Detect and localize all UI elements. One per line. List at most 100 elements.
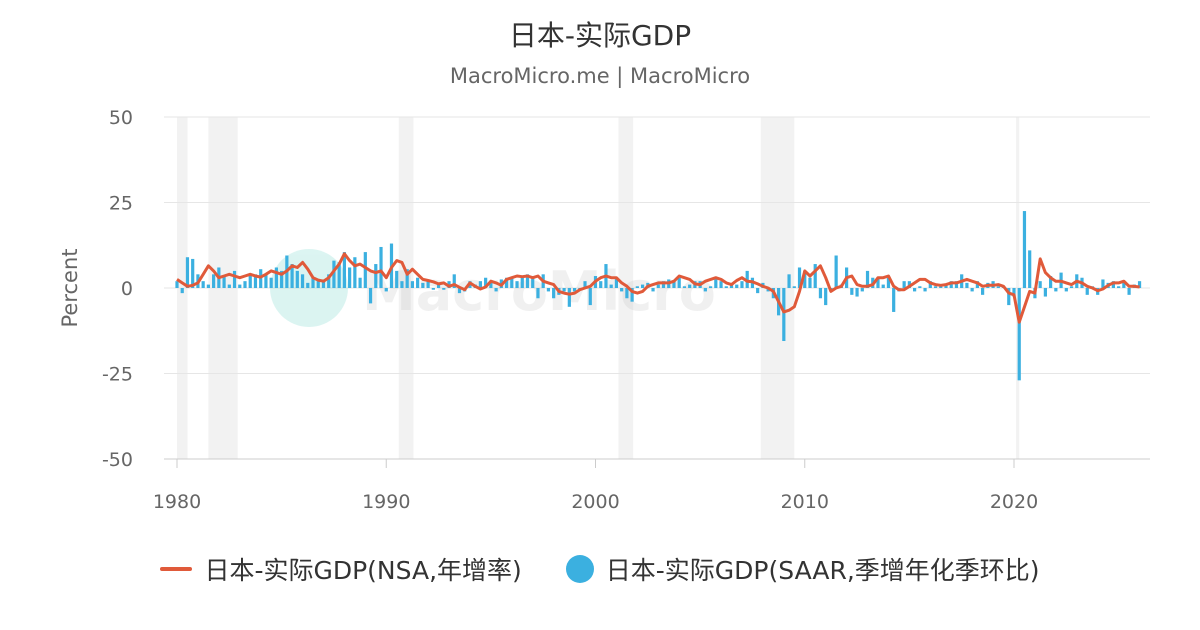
- bar: [824, 288, 828, 306]
- y-tick-label: 25: [109, 193, 133, 215]
- legend-item-saar[interactable]: 日本-实际GDP(SAAR,季增年化季环比): [565, 551, 1040, 587]
- bar: [1022, 211, 1027, 288]
- bar: [1017, 288, 1021, 381]
- bar: [353, 257, 357, 288]
- bar: [206, 284, 210, 288]
- bar: [525, 274, 530, 288]
- bar: [306, 282, 310, 288]
- bar: [1028, 250, 1032, 288]
- bar: [672, 281, 676, 288]
- legend: 日本-实际GDP(NSA,年增率) 日本-实际GDP(SAAR,季增年化季环比): [0, 551, 1200, 587]
- bar: [546, 288, 551, 292]
- bar: [714, 277, 718, 288]
- bar: [379, 246, 383, 288]
- bar: [949, 281, 953, 288]
- bar: [797, 267, 802, 288]
- bar: [536, 288, 540, 299]
- bar: [1101, 279, 1105, 288]
- bar: [212, 274, 216, 288]
- bar: [1012, 288, 1016, 297]
- bar: [274, 267, 278, 288]
- bar: [520, 277, 524, 288]
- bar: [682, 286, 687, 288]
- bar: [253, 274, 258, 288]
- x-tick-label: 1980: [153, 491, 201, 513]
- bar: [996, 286, 1000, 288]
- bar: [970, 288, 974, 292]
- bar: [426, 279, 430, 288]
- bar: [620, 288, 624, 292]
- bar: [1049, 276, 1053, 288]
- legend-dot-swatch-icon: [565, 555, 594, 583]
- bar: [363, 252, 367, 288]
- bar: [515, 281, 519, 288]
- bar: [572, 288, 577, 292]
- bar: [191, 258, 195, 288]
- bar: [248, 274, 252, 288]
- bar: [321, 279, 326, 288]
- bar: [892, 288, 896, 312]
- bar: [311, 277, 315, 288]
- bar: [918, 286, 922, 288]
- bar: [787, 274, 791, 288]
- chart-subtitle: MacroMicro.me | MacroMicro: [449, 64, 751, 88]
- bar: [180, 288, 184, 294]
- bar: [965, 282, 969, 288]
- bar: [1127, 288, 1131, 295]
- bar: [954, 281, 959, 288]
- x-tick-label: 1990: [362, 491, 410, 513]
- bar: [855, 288, 859, 297]
- bar: [222, 276, 226, 288]
- bar: [442, 288, 446, 290]
- bar: [552, 288, 556, 299]
- bar: [876, 277, 880, 288]
- bar: [599, 281, 603, 288]
- bar: [865, 270, 870, 288]
- axes: [164, 458, 1150, 468]
- bar: [1007, 288, 1011, 306]
- bar: [661, 281, 666, 288]
- bar: [981, 288, 985, 295]
- bar: [185, 257, 190, 288]
- bar: [295, 270, 299, 288]
- bar: [688, 284, 692, 288]
- x-tick-label: 2010: [781, 491, 829, 513]
- bar: [803, 270, 807, 288]
- y-axis-ticks: 50 25 0 -25 -50: [102, 107, 133, 471]
- bar: [1111, 281, 1115, 288]
- legend-line-swatch-icon: [160, 567, 193, 571]
- bar: [1038, 281, 1042, 288]
- bar: [808, 277, 812, 288]
- legend-label-saar: 日本-实际GDP(SAAR,季增年化季环比): [605, 556, 1040, 585]
- bar: [384, 288, 388, 292]
- bar: [280, 270, 284, 288]
- bar: [400, 281, 404, 288]
- bar: [484, 277, 488, 288]
- bar: [928, 281, 932, 288]
- bar: [813, 264, 817, 288]
- bar: [348, 267, 352, 288]
- y-tick-label: -50: [102, 449, 133, 471]
- bar: [201, 281, 205, 288]
- bar: [510, 277, 514, 288]
- bar: [531, 277, 535, 288]
- bar: [452, 274, 456, 288]
- bar: [374, 264, 378, 288]
- legend-item-nsa[interactable]: 日本-实际GDP(NSA,年增率): [160, 551, 522, 587]
- bar: [881, 284, 885, 288]
- bar: [1064, 288, 1068, 292]
- bar: [1137, 281, 1142, 288]
- bar: [609, 284, 613, 288]
- bar: [478, 281, 483, 288]
- bar: [735, 284, 739, 288]
- bar: [724, 286, 728, 288]
- bar: [740, 281, 744, 288]
- bar: [316, 281, 320, 288]
- bar: [337, 262, 341, 288]
- bar: [395, 270, 399, 288]
- bar: [410, 281, 415, 288]
- bar: [327, 274, 331, 288]
- bar: [651, 288, 655, 292]
- chart-title: 日本-实际GDP: [508, 19, 692, 52]
- bar: [630, 288, 634, 302]
